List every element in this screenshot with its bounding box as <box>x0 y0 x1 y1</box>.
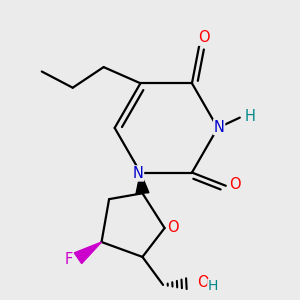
Text: O: O <box>197 275 208 290</box>
Polygon shape <box>74 242 101 263</box>
Text: N: N <box>133 166 143 181</box>
Text: O: O <box>167 220 179 235</box>
Text: H: H <box>245 109 256 124</box>
Text: O: O <box>229 177 241 192</box>
Text: H: H <box>208 279 218 293</box>
Text: N: N <box>214 119 225 134</box>
Text: O: O <box>198 30 209 45</box>
Text: F: F <box>64 252 73 267</box>
Polygon shape <box>136 172 149 194</box>
